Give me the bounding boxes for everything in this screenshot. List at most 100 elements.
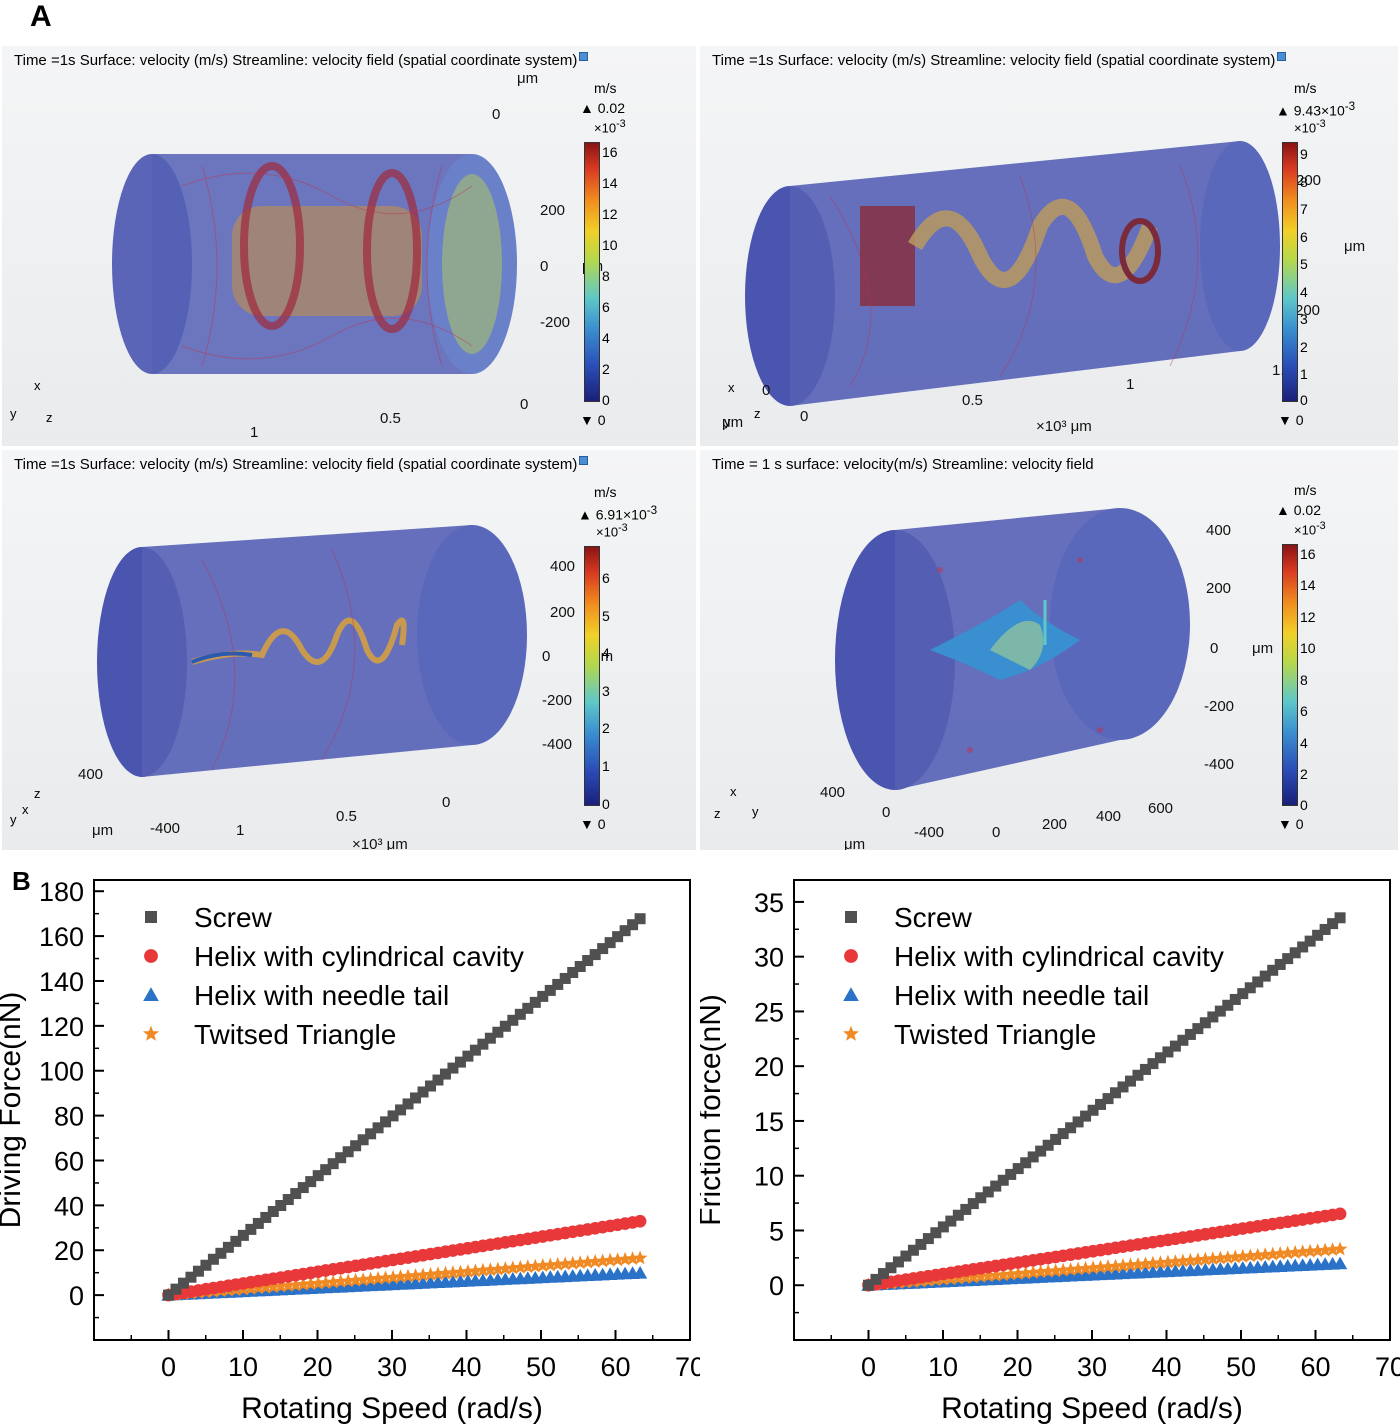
data-point (1160, 1254, 1176, 1269)
data-point (445, 1265, 461, 1280)
data-point (363, 1271, 378, 1286)
x-tick-label: 20 (302, 1352, 332, 1382)
data-point (1289, 947, 1301, 959)
y-tick-label: 40 (54, 1191, 84, 1221)
axis-label: -200 (542, 692, 573, 709)
data-point (163, 1289, 174, 1301)
data-point (1192, 1023, 1204, 1035)
data-point (1304, 935, 1316, 947)
data-point (370, 1271, 386, 1285)
data-point (1078, 1260, 1093, 1275)
data-point (633, 1214, 647, 1228)
data-point (565, 1255, 580, 1270)
sim-render-needle (97, 525, 527, 777)
data-point (350, 1140, 362, 1152)
data-point (423, 1266, 438, 1281)
data-point (1190, 1252, 1206, 1267)
data-point (1325, 1242, 1340, 1256)
data-point (402, 1098, 414, 1110)
data-point (1130, 1256, 1146, 1271)
colorbar-unit: m/s (594, 484, 617, 500)
data-point (1055, 1262, 1071, 1277)
data-point (318, 1275, 333, 1289)
data-point (1003, 1266, 1018, 1281)
data-point (625, 1251, 640, 1265)
data-point (632, 1250, 648, 1265)
data-point (260, 1211, 272, 1223)
axis-label: 1 (250, 424, 259, 441)
data-point (469, 1044, 481, 1056)
data-point (960, 1203, 972, 1215)
axis-label: 0 (492, 106, 501, 123)
series-square (163, 913, 646, 1301)
data-point (417, 1086, 429, 1098)
data-point (1272, 1246, 1288, 1260)
x-tick-label: 30 (1077, 1352, 1107, 1382)
data-point (1237, 988, 1249, 1000)
data-point (528, 1258, 543, 1273)
data-point (967, 1198, 979, 1210)
sim-render-screw (112, 154, 517, 374)
data-point (372, 1122, 384, 1134)
data-point (597, 943, 609, 955)
data-point (1327, 918, 1339, 930)
data-point (582, 955, 594, 967)
colorbar-min: ▼ 0 (1278, 816, 1304, 832)
panel-b-label: B (12, 866, 31, 896)
data-point (327, 1158, 339, 1170)
data-point (400, 1268, 416, 1283)
y-axis-label: Driving Force(nN) (0, 992, 27, 1229)
axis-label: μm (517, 70, 539, 87)
axis-label: 200 (540, 202, 566, 219)
colorbar-max: ▲ 0.02 (580, 100, 625, 116)
y-tick-label: 20 (754, 1052, 784, 1082)
data-point (1250, 1247, 1266, 1262)
axis-label: -200 (1204, 698, 1235, 715)
data-point (1244, 982, 1256, 994)
legend-marker (143, 1025, 159, 1041)
data-point (1145, 1255, 1161, 1270)
data-point (1139, 1063, 1151, 1075)
data-point (966, 1269, 981, 1284)
legend-label: Helix with needle tail (894, 980, 1149, 1011)
data-point (537, 990, 549, 1002)
data-point (424, 1080, 436, 1092)
data-point (340, 1273, 356, 1288)
data-point (574, 961, 586, 973)
data-point (997, 1174, 1009, 1186)
y-tick-label: 160 (39, 922, 84, 952)
data-point (393, 1269, 408, 1284)
data-point (1169, 1040, 1181, 1052)
x-tick-label: 70 (675, 1352, 700, 1382)
legend-label: Helix with cylindrical cavity (894, 941, 1224, 972)
data-point (1235, 1248, 1251, 1263)
axis-label: 0.5 (336, 808, 357, 825)
data-point (1093, 1259, 1108, 1274)
data-point (892, 1256, 904, 1268)
data-point (258, 1279, 274, 1294)
data-point (438, 1265, 453, 1280)
data-point (1205, 1251, 1221, 1266)
y-tick-label: 80 (54, 1102, 84, 1132)
colorbar-exponent: ×10-3 (594, 118, 626, 136)
axis-label: 600 (1148, 800, 1174, 817)
axis-label: 0 (1210, 640, 1219, 657)
sim-panel-cavity: Time =1s Surface: velocity (m/s) Streaml… (700, 46, 1398, 446)
data-point (610, 1252, 625, 1267)
data-point (303, 1276, 318, 1291)
data-point (1147, 1058, 1159, 1070)
sim-title: Time =1s Surface: velocity (m/s) Streaml… (712, 52, 1287, 69)
data-point (1153, 1255, 1168, 1270)
data-point (1183, 1252, 1198, 1267)
data-point (1108, 1258, 1123, 1273)
data-point (498, 1261, 513, 1275)
axis-label: 200 (1042, 816, 1068, 833)
data-point (595, 1253, 610, 1268)
y-tick-label: 120 (39, 1012, 84, 1042)
data-point (378, 1270, 393, 1285)
y-axis-label: Friction force(nN) (700, 994, 727, 1226)
axis-label: 0 (520, 396, 529, 413)
data-point (1005, 1168, 1017, 1180)
colorbar-unit: m/s (1294, 80, 1317, 96)
data-point (460, 1264, 476, 1278)
